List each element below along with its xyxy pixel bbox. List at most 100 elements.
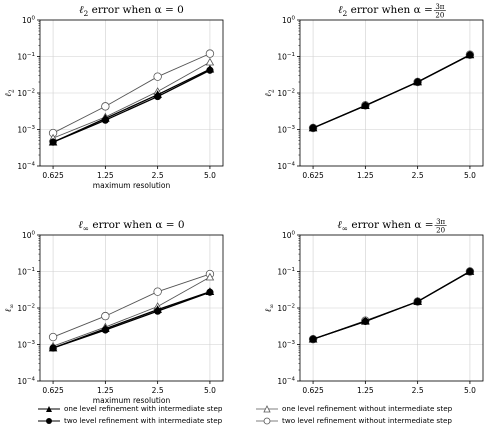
y-tick-label: 10−2 [277,89,295,99]
y-tick-label: 10−4 [17,377,35,387]
data-point-triangle-filled [48,137,58,146]
data-point-triangle-filled [413,297,422,305]
y-tick-label: 10−2 [17,304,35,314]
series-line-triangle-filled [52,68,211,143]
legend-marker-triangle-filled [38,405,60,412]
series-line-circle-filled [312,270,471,340]
y-tick-label: 100 [22,231,36,241]
y-tick-label: 10−3 [277,125,295,135]
y-tick-label: 10−3 [277,340,295,350]
data-point-triangle-filled [465,50,475,59]
x-tick-label: 0.625 [302,386,324,395]
series-line-triangle-filled [52,291,211,349]
series-line-circle-open [312,271,471,340]
y-tick-label: 100 [282,231,296,241]
y-tick-label: 10−4 [277,377,295,387]
x-axis-label: maximum resolution [93,181,171,190]
data-point-triangle-filled [101,114,110,122]
data-point-triangle-open [205,57,215,66]
data-point-triangle-filled [308,123,318,132]
legend-item-one-level-without: one level refinement without intermediat… [256,404,452,413]
y-tick-label: 10−4 [277,162,295,172]
x-tick-label: 2.5 [412,171,424,180]
title-fraction-numerator: 3π [436,218,445,226]
series-line-triangle-open [312,54,471,129]
data-point-triangle-filled [308,334,318,343]
x-tick-label: 5.0 [464,386,476,395]
x-tick-label: 1.25 [97,386,114,395]
data-point-triangle-filled [205,287,215,295]
series-line-triangle-filled [312,270,471,340]
x-tick-label: 5.0 [464,171,476,180]
y-tick-label: 10−3 [17,125,35,135]
legend-label: one level refinement without intermediat… [282,404,453,413]
y-tick-label: 10−1 [277,52,295,62]
legend-item-two-level-with: two level refinement with intermediate s… [38,416,222,425]
data-point-triangle-filled [361,101,370,109]
legend-item-two-level-without: two level refinement without intermediat… [256,416,452,425]
x-tick-label: 1.25 [357,386,374,395]
data-point-triangle-open [205,272,215,281]
chart-panel-4: 10−4 10−3 10−2 10−1 100 0.625 1.25 2.5 5.0 ℓ∞ ℓ∞ e… [264,218,484,395]
series-line-triangle-open [52,276,211,347]
data-point-triangle-filled [101,324,110,333]
y-axis-label: ℓ∞ [4,304,16,313]
series-line-circle-filled [312,54,471,129]
series-line-triangle-open [312,271,471,340]
y-tick-label: 10−1 [17,267,35,277]
chart-title: ℓ∞ error when α = [337,219,433,233]
series-line-circle-open [312,54,471,129]
x-axis-label: maximum resolution [93,396,171,405]
chart-title: ℓ2 error when α = 0 [79,4,184,18]
data-point-circle-open [48,332,58,342]
chart-panel-2: 10−4 10−3 10−2 10−1 100 0.625 1.25 2.5 5.0 ℓ2 ℓ2 e… [264,3,484,180]
data-point-triangle-filled [153,90,162,98]
title-fraction-numerator: 3π [435,3,444,11]
x-tick-label: 5.0 [204,386,216,395]
chart-title: ℓ∞ error when α = 0 [78,219,184,233]
x-tick-label: 1.25 [97,171,114,180]
data-point-triangle-filled [361,316,370,325]
title-fraction-denominator: 20 [436,227,445,235]
series-line-triangle-filled [312,54,471,129]
x-tick-label: 0.625 [302,171,324,180]
data-point-circle-open [101,102,110,111]
y-tick-label: 100 [22,16,36,26]
legend-marker-circle-filled [38,417,60,424]
y-tick-label: 10−2 [277,304,295,314]
legend-marker-triangle-open [256,404,278,412]
x-tick-label: 2.5 [412,386,424,395]
legend-label: two level refinement without intermediat… [282,416,452,425]
series-line-circle-open [52,273,211,338]
data-point-circle-open [153,72,162,81]
x-tick-label: 0.625 [42,171,64,180]
legend-label: two level refinement with intermediate s… [64,416,223,425]
chart-title: ℓ2 error when α = [338,4,433,18]
chart-panel-3: 10−4 10−3 10−2 10−1 100 0.625 1.25 2.5 5.0 maximu… [4,219,224,405]
data-point-triangle-filled [205,64,215,73]
series-line-circle-open [52,53,211,134]
y-tick-label: 10−3 [17,340,35,350]
data-point-triangle-filled [153,305,162,313]
x-tick-label: 2.5 [152,386,164,395]
x-tick-label: 0.625 [42,386,64,395]
y-tick-label: 100 [282,16,296,26]
series-line-circle-filled [52,69,211,143]
legend-item-one-level-with: one level refinement with intermediate s… [38,404,222,413]
y-tick-label: 10−1 [17,52,35,62]
y-tick-label: 10−2 [17,89,35,99]
legend-label: one level refinement with intermediate s… [64,404,223,413]
data-point-circle-open [101,311,110,321]
x-tick-label: 5.0 [204,171,216,180]
y-axis-label: ℓ∞ [264,304,276,313]
chart-panel-1: 10−4 10−3 10−2 10−1 100 0.625 1.25 2.5 5.0 maximu… [4,4,224,190]
legend-marker-circle-open [256,417,278,424]
data-point-triangle-filled [48,343,58,352]
data-point-triangle-filled [465,267,475,275]
data-point-circle-open [153,287,162,296]
data-point-circle-open [205,49,215,58]
title-fraction-denominator: 20 [435,12,444,20]
x-tick-label: 1.25 [357,171,374,180]
y-axis-label: ℓ2 [264,89,276,97]
